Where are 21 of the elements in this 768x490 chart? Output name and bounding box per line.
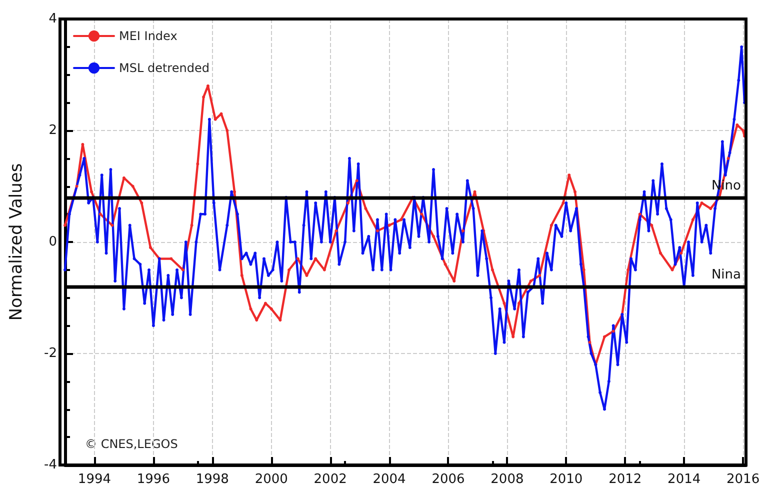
x-tick-label: 2008 — [490, 472, 524, 487]
ref-line-label: Nina — [711, 268, 741, 283]
y-tick-label: 0 — [48, 234, 57, 250]
legend-label: MEI Index — [119, 29, 178, 43]
y-axis-title: Normalized Values — [6, 163, 26, 321]
y-tick-label: -4 — [44, 458, 57, 472]
x-tick-label: 2010 — [550, 472, 583, 487]
x-tick-label: 1998 — [196, 472, 229, 487]
x-tick-label: 2002 — [314, 472, 347, 487]
x-tick-label: 2012 — [608, 472, 642, 487]
legend-label: MSL detrended — [119, 61, 210, 75]
x-tick-label: 2014 — [668, 472, 701, 487]
x-tick-label: 2004 — [372, 472, 406, 487]
y-tick-label: 2 — [48, 123, 57, 138]
x-tick-label: 1996 — [136, 472, 170, 487]
x-tick-label: 2016 — [726, 472, 760, 487]
x-tick-label: 2006 — [432, 472, 465, 487]
x-tick-label: 2000 — [254, 472, 288, 487]
y-tick-label: 4 — [48, 12, 57, 26]
x-tick-label: 1994 — [78, 472, 112, 487]
y-tick-label: -2 — [44, 346, 57, 361]
